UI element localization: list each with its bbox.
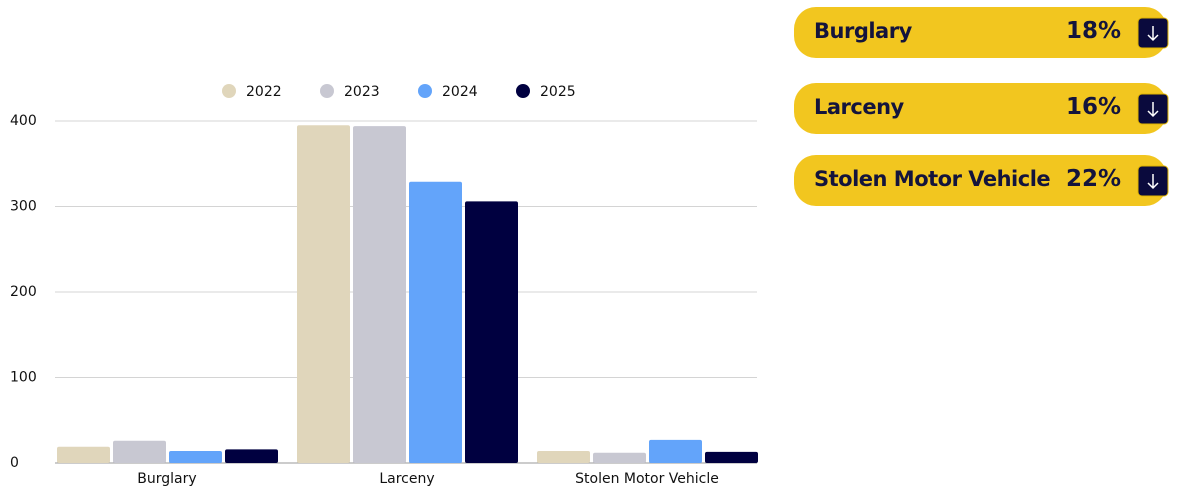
icon-arrow — [1147, 174, 1159, 190]
bar — [409, 181, 462, 463]
y-tick-label: 200 — [10, 284, 37, 300]
legend-label: 2025 — [540, 84, 576, 100]
x-tick-label: Burglary — [137, 471, 196, 487]
card-label: Larceny — [814, 95, 904, 119]
down-icon — [1137, 93, 1169, 125]
x-tick-label: Stolen Motor Vehicle — [575, 471, 719, 487]
stat-card: Burglary 18% — [794, 7, 1169, 58]
icon-arrow — [1147, 26, 1159, 42]
card-value: 22% — [1065, 166, 1121, 192]
stat-card: Larceny 16% — [794, 83, 1169, 134]
bar — [593, 452, 646, 463]
y-tick-label: 0 — [10, 455, 19, 471]
down-icon — [1137, 17, 1169, 49]
legend-label: 2024 — [442, 84, 478, 100]
bar — [537, 451, 590, 463]
bar — [169, 451, 222, 463]
bar — [57, 446, 110, 463]
x-tick-label: Larceny — [379, 471, 434, 487]
legend-swatch — [418, 84, 432, 98]
down-icon — [1137, 165, 1169, 197]
y-tick-label: 100 — [10, 370, 37, 386]
card-value: 16% — [1065, 94, 1121, 120]
bar — [113, 440, 166, 463]
bar — [465, 201, 518, 463]
y-tick-label: 400 — [10, 113, 37, 129]
card-value: 18% — [1065, 18, 1121, 44]
bar — [705, 451, 758, 463]
legend-swatch — [516, 84, 530, 98]
legend-swatch — [320, 84, 334, 98]
icon-arrow — [1147, 102, 1159, 118]
legend-swatch — [222, 84, 236, 98]
card-label: Burglary — [814, 19, 912, 43]
bar — [297, 125, 350, 464]
chart: 0 100 200 300 400 2022 2023 2024 2025 Burglary Lar… — [10, 84, 758, 487]
y-tick-label: 300 — [10, 199, 37, 215]
bar — [225, 449, 278, 463]
bar — [353, 126, 406, 463]
stat-card: Stolen Motor Vehicle 22% — [794, 155, 1169, 206]
bar — [649, 439, 702, 463]
card-label: Stolen Motor Vehicle — [814, 167, 1051, 191]
legend-label: 2023 — [344, 84, 380, 100]
legend-label: 2022 — [246, 84, 282, 100]
